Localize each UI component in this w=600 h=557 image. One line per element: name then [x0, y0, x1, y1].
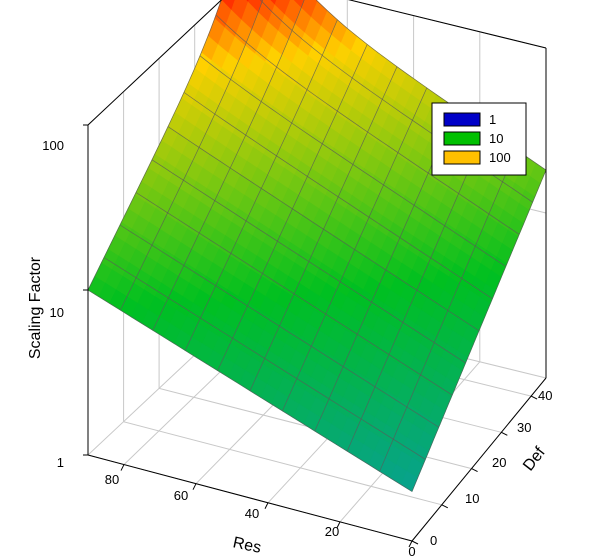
surface-plot: [87, 0, 547, 492]
def-tick-label-20: 20: [492, 455, 506, 470]
z-axis-title: Scaling Factor: [27, 256, 44, 359]
def-tick-label-0: 0: [430, 533, 437, 548]
mesh-line-def: [103, 257, 426, 460]
res-tick-20: [336, 521, 341, 529]
def-axis-title: Def: [520, 444, 549, 475]
res-tick-label-60: 60: [174, 488, 188, 503]
def-axis-line: [411, 377, 547, 542]
def-tick-label-40: 40: [538, 388, 552, 403]
def-tick-10: [441, 504, 449, 509]
mesh-line-def: [135, 192, 453, 396]
res-tick-label-20: 20: [325, 524, 339, 539]
z-tick-label-10: 10: [50, 305, 64, 320]
z-tick-label-1: 1: [57, 455, 64, 470]
def-tick-0: [411, 540, 419, 545]
res-tick-80: [120, 464, 125, 471]
def-tick-40: [530, 395, 538, 400]
mesh-line-def: [199, 55, 506, 267]
res-tick-label-40: 40: [245, 506, 259, 521]
mesh-line-def: [215, 14, 520, 235]
mesh-line-def: [167, 126, 480, 332]
res-tick-label-0: 0: [408, 544, 415, 557]
legend-swatch-1: [443, 112, 481, 127]
top-back-edge: [347, 0, 547, 49]
top-left-edge: [87, 0, 223, 126]
mesh-line-def: [87, 289, 413, 492]
def-tick-20: [471, 468, 478, 473]
legend-label-1: 1: [489, 112, 496, 127]
res-axis-title: Res: [231, 534, 262, 557]
def-tick-label-30: 30: [517, 420, 531, 435]
mesh-line-def: [183, 92, 493, 299]
def-tick-label-10: 10: [465, 491, 479, 506]
mesh-line-def: [119, 224, 439, 428]
res-axis-line: [87, 454, 413, 542]
res-tick-0: [408, 540, 413, 548]
chart-axes: [83, 0, 547, 548]
res-tick-40: [264, 502, 269, 510]
legend-swatch-100: [443, 150, 481, 165]
def-tick-30: [501, 431, 508, 436]
res-tick-label-80: 80: [105, 472, 119, 487]
res-tick-60: [192, 483, 197, 490]
mesh-line-def: [151, 159, 466, 364]
legend-label-100: 100: [489, 150, 511, 165]
legend-swatch-10: [443, 131, 481, 146]
legend-label-10: 10: [489, 131, 503, 146]
z-tick-label-100: 100: [42, 138, 64, 153]
grid-line-def-10: [123, 91, 442, 506]
legend: 1 10 100: [431, 102, 527, 176]
